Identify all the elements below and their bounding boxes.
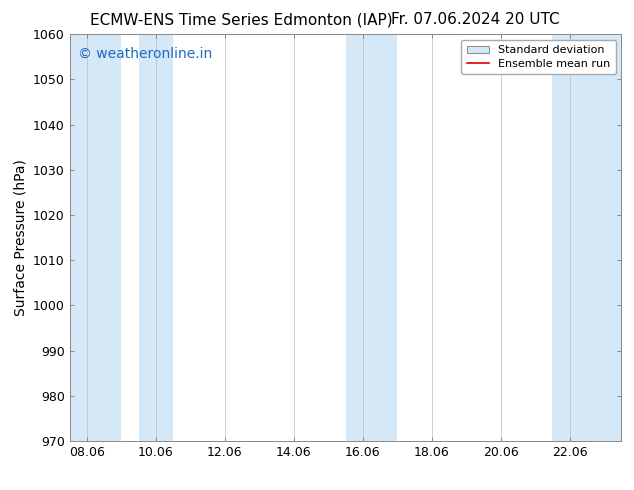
Bar <box>70 34 122 441</box>
Text: ECMW-ENS Time Series Edmonton (IAP): ECMW-ENS Time Series Edmonton (IAP) <box>89 12 392 27</box>
Legend: Standard deviation, Ensemble mean run: Standard deviation, Ensemble mean run <box>462 40 616 74</box>
Bar <box>346 34 398 441</box>
Text: © weatheronline.in: © weatheronline.in <box>78 47 212 60</box>
Y-axis label: Surface Pressure (hPa): Surface Pressure (hPa) <box>13 159 27 316</box>
Bar <box>139 34 173 441</box>
Text: Fr. 07.06.2024 20 UTC: Fr. 07.06.2024 20 UTC <box>391 12 560 27</box>
Bar <box>552 34 621 441</box>
